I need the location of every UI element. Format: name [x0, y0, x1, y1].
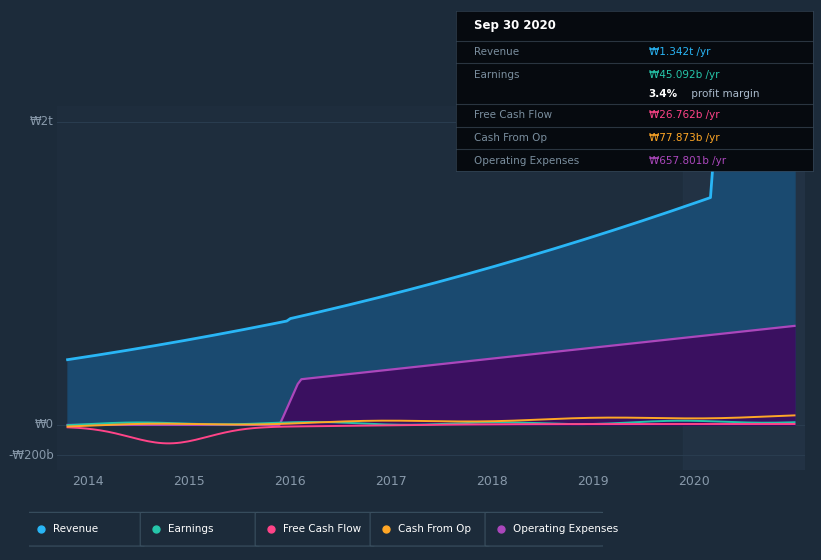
Text: ₩45.092b /yr: ₩45.092b /yr — [649, 70, 719, 80]
Text: Revenue: Revenue — [474, 47, 519, 57]
Text: ₩77.873b /yr: ₩77.873b /yr — [649, 133, 719, 143]
Text: Free Cash Flow: Free Cash Flow — [282, 524, 361, 534]
Text: Revenue: Revenue — [53, 524, 98, 534]
Text: ₩2t: ₩2t — [30, 115, 53, 128]
Text: Operating Expenses: Operating Expenses — [474, 156, 579, 166]
Text: ₩0: ₩0 — [34, 418, 53, 431]
FancyBboxPatch shape — [25, 512, 144, 546]
FancyBboxPatch shape — [140, 512, 259, 546]
FancyBboxPatch shape — [255, 512, 374, 546]
FancyBboxPatch shape — [370, 512, 489, 546]
Text: Earnings: Earnings — [167, 524, 213, 534]
Text: ₩657.801b /yr: ₩657.801b /yr — [649, 156, 726, 166]
Text: 3.4%: 3.4% — [649, 88, 677, 99]
Text: ₩26.762b /yr: ₩26.762b /yr — [649, 110, 719, 120]
Text: profit margin: profit margin — [688, 88, 759, 99]
Text: Cash From Op: Cash From Op — [397, 524, 470, 534]
Text: Earnings: Earnings — [474, 70, 519, 80]
Text: Cash From Op: Cash From Op — [474, 133, 547, 143]
Text: Operating Expenses: Operating Expenses — [512, 524, 618, 534]
Text: Sep 30 2020: Sep 30 2020 — [474, 18, 555, 32]
Text: Free Cash Flow: Free Cash Flow — [474, 110, 552, 120]
Text: ₩1.342t /yr: ₩1.342t /yr — [649, 47, 710, 57]
Bar — [683, 106, 805, 470]
Text: -₩200b: -₩200b — [8, 449, 53, 462]
FancyBboxPatch shape — [485, 512, 604, 546]
